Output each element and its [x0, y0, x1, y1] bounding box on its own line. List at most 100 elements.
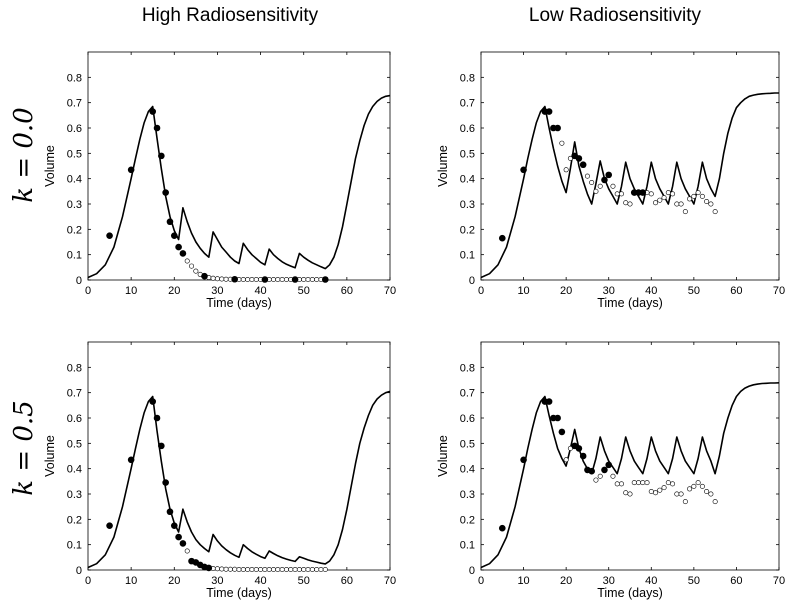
open-data-point [305, 566, 311, 572]
open-data-point [279, 276, 285, 282]
filled-data-point [588, 467, 595, 475]
filled-data-point [554, 124, 561, 132]
filled-data-point [106, 232, 113, 239]
filled-data-point [575, 445, 583, 452]
filled-data-point [520, 166, 527, 174]
open-data-point [623, 200, 629, 206]
open-data-point [699, 483, 705, 489]
x-tick-label: 30 [211, 575, 223, 587]
open-data-point [240, 276, 246, 282]
x-tick-label: 10 [517, 285, 529, 297]
open-data-point [314, 276, 320, 282]
x-tick-label: 50 [688, 285, 700, 297]
open-data-point [665, 190, 671, 196]
open-data-point [704, 488, 710, 494]
y-tick-label: 0.1 [460, 540, 475, 552]
y-tick-label: 0.7 [67, 98, 82, 110]
filled-data-point [575, 155, 583, 162]
open-data-point [712, 209, 718, 215]
x-tick-label: 70 [773, 285, 785, 297]
open-data-point [593, 188, 599, 194]
y-tick-label: 0.3 [460, 199, 475, 211]
y-axis-label: Volume [436, 145, 450, 187]
open-data-point [314, 566, 320, 572]
x-tick-label: 70 [384, 285, 396, 297]
open-data-point [708, 201, 714, 207]
open-data-point [236, 566, 242, 572]
y-tick-label: 0.5 [460, 438, 475, 450]
open-data-point [283, 276, 289, 282]
filled-data-point [498, 524, 506, 532]
plot-frame [87, 341, 391, 571]
x-axis-label: Time (days) [206, 586, 272, 600]
y-tick-label: 0.8 [67, 72, 82, 84]
x-axis-label: Time (days) [206, 296, 272, 310]
y-tick-label: 0.8 [460, 362, 475, 374]
y-tick-label: 0.4 [67, 464, 82, 476]
open-data-point [219, 566, 225, 572]
open-data-point [279, 566, 285, 572]
filled-data-point [175, 533, 182, 541]
open-data-point [589, 179, 595, 185]
y-tick-label: 0.8 [67, 362, 82, 374]
open-data-point [704, 198, 710, 204]
open-data-point [695, 190, 701, 196]
open-data-point [245, 566, 251, 572]
x-tick-label: 40 [254, 285, 266, 297]
x-tick-label: 10 [125, 575, 137, 587]
open-data-point [678, 201, 684, 207]
model-curve [87, 94, 391, 279]
y-tick-label: 0.7 [67, 388, 82, 400]
filled-data-point [158, 152, 165, 160]
open-data-point [249, 566, 255, 572]
filled-data-point [106, 522, 113, 529]
filled-data-point [545, 398, 553, 405]
open-data-point [682, 499, 688, 505]
open-data-point [670, 191, 676, 197]
open-data-point [262, 566, 268, 572]
filled-data-point [162, 479, 169, 486]
x-tick-label: 20 [560, 575, 572, 587]
filled-data-point [179, 540, 187, 547]
x-axis-label: Time (days) [597, 296, 663, 310]
open-data-point [712, 499, 718, 505]
y-tick-label: 0 [469, 275, 475, 287]
open-data-point [240, 566, 246, 572]
plot-frame [480, 51, 780, 281]
y-tick-label: 0.5 [67, 148, 82, 160]
filled-data-point [166, 508, 174, 516]
chart-panel-low-k05: 0 10 20 30 40 50 60 70 0 0.1 0.2 0.3 0.4 0.5 0.6 0.7 0.8… [436, 341, 785, 600]
open-data-point [682, 209, 688, 215]
open-data-point [227, 566, 233, 572]
x-tick-label: 60 [730, 575, 742, 587]
x-tick-label: 0 [478, 285, 484, 297]
open-data-point [687, 196, 693, 202]
open-data-point [283, 566, 289, 572]
y-tick-label: 0.4 [460, 174, 475, 186]
y-tick-label: 0.2 [67, 224, 82, 236]
y-tick-label: 0.6 [460, 123, 475, 135]
y-tick-label: 0.7 [460, 98, 475, 110]
y-tick-label: 0.2 [460, 224, 475, 236]
open-data-point [219, 276, 225, 282]
plot-frame [480, 341, 780, 571]
open-data-point [623, 490, 629, 496]
open-data-point [305, 276, 311, 282]
open-data-point [223, 566, 229, 572]
open-data-point [563, 457, 569, 463]
filled-data-point [520, 456, 527, 464]
filled-data-point [162, 189, 169, 196]
model-curve [480, 92, 779, 279]
open-data-point [657, 197, 663, 203]
x-tick-label: 0 [478, 575, 484, 587]
open-data-point [301, 566, 307, 572]
open-data-point [661, 485, 667, 491]
x-tick-label: 0 [85, 285, 91, 297]
x-tick-label: 50 [298, 285, 310, 297]
y-tick-label: 0.4 [460, 464, 475, 476]
open-data-point [266, 566, 272, 572]
open-data-point [318, 566, 324, 572]
filled-data-point [149, 398, 157, 405]
x-tick-label: 30 [603, 575, 615, 587]
open-data-point [249, 276, 255, 282]
